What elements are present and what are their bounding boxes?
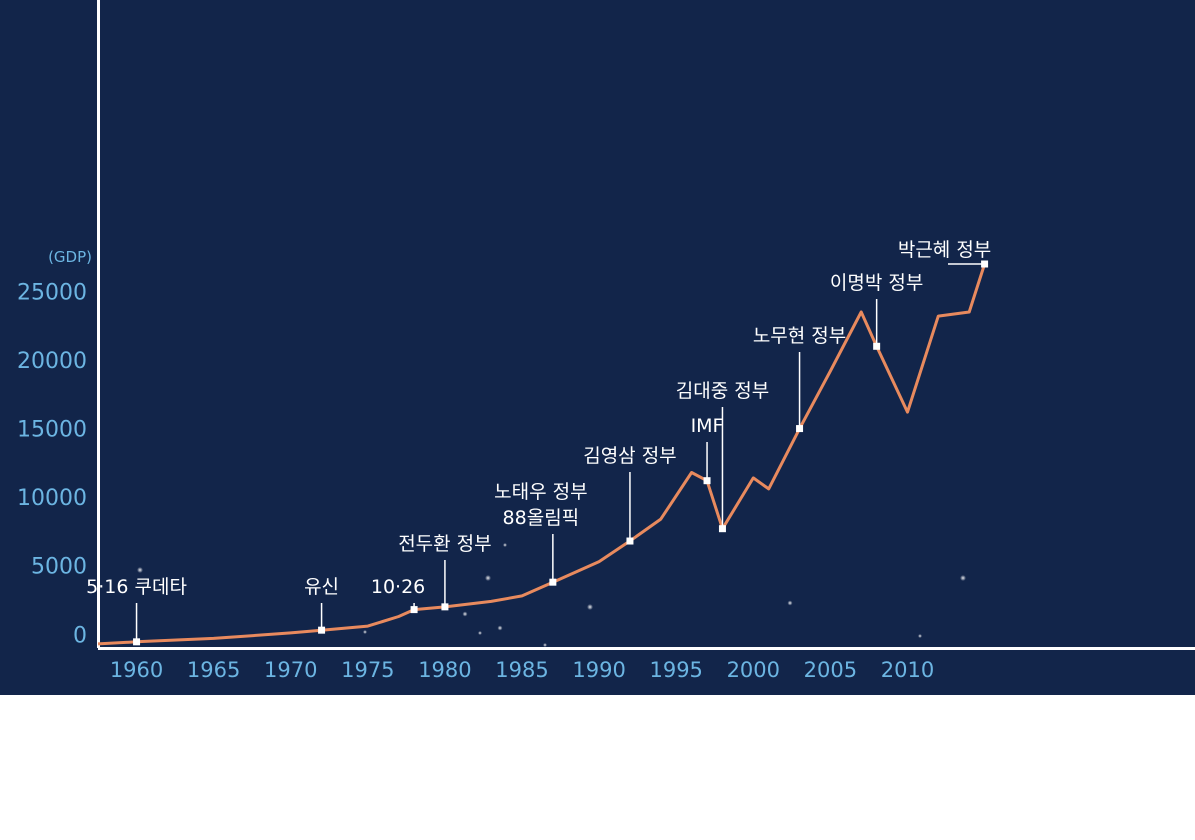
gdp-chart: (GDP) 0 5000 10000 15000 20000 25000 1960 1965… xyxy=(0,0,1195,695)
annotation-label: 10·26 xyxy=(371,576,425,598)
annotation-marker xyxy=(318,626,326,634)
annotation-marker xyxy=(441,603,449,611)
x-tick-label: 1995 xyxy=(649,658,702,682)
x-tick-label: 2010 xyxy=(881,658,934,682)
y-tick-label: 0 xyxy=(73,623,87,648)
y-tick-label: 10000 xyxy=(17,486,87,511)
x-tick-label: 1960 xyxy=(110,658,163,682)
annotation-label: 88올림픽 xyxy=(503,507,580,529)
gdp-chart-svg: (GDP) 0 5000 10000 15000 20000 25000 1960 1965… xyxy=(17,0,1195,682)
annotation-marker xyxy=(626,537,634,545)
annotation-label: 전두환 정부 xyxy=(398,533,491,555)
annotation-label: 유신 xyxy=(304,576,339,598)
annotation-label: 김대중 정부 xyxy=(676,380,769,402)
annotation-label: 5·16 쿠데타 xyxy=(86,576,187,598)
annotation-marker xyxy=(981,260,989,268)
y-tick-labels: 0 5000 10000 15000 20000 25000 xyxy=(17,280,87,648)
annotation-marker xyxy=(796,425,804,433)
x-tick-label: 2000 xyxy=(727,658,780,682)
annotation-layer: 5·16 쿠데타 유신 10·26 전두환 정부 노태우 정부 88올림픽 김영삼 정부 IM… xyxy=(86,239,991,646)
x-tick-label: 1970 xyxy=(264,658,317,682)
y-tick-label: 20000 xyxy=(17,349,87,374)
annotation-marker xyxy=(549,578,557,586)
x-tick-label: 1990 xyxy=(572,658,625,682)
x-tick-label: 1965 xyxy=(187,658,240,682)
x-tick-label: 1980 xyxy=(418,658,471,682)
annotation-marker xyxy=(703,477,711,485)
annotation-marker xyxy=(873,342,881,350)
annotation-label: IMF xyxy=(691,415,724,437)
annotation-marker xyxy=(410,606,418,614)
y-axis-unit-label: (GDP) xyxy=(48,248,92,266)
y-tick-label: 25000 xyxy=(17,280,87,305)
x-tick-labels: 1960 1965 1970 1975 1980 1985 1990 1995 2000 2005… xyxy=(110,658,934,682)
y-tick-label: 5000 xyxy=(31,555,87,580)
annotation-marker xyxy=(718,525,726,533)
x-tick-label: 1985 xyxy=(495,658,548,682)
y-tick-label: 15000 xyxy=(17,418,87,443)
annotation-label: 김영삼 정부 xyxy=(583,445,676,467)
gdp-series-line xyxy=(97,263,987,646)
annotation-label: 노태우 정부 xyxy=(494,481,587,503)
x-tick-label: 1975 xyxy=(341,658,394,682)
background-sparkles xyxy=(137,543,966,647)
annotation-label: 박근혜 정부 xyxy=(898,239,991,261)
annotation-marker xyxy=(133,638,141,646)
annotation-label: 노무현 정부 xyxy=(753,325,846,347)
x-tick-label: 2005 xyxy=(804,658,857,682)
annotation-label: 이명박 정부 xyxy=(830,272,923,294)
